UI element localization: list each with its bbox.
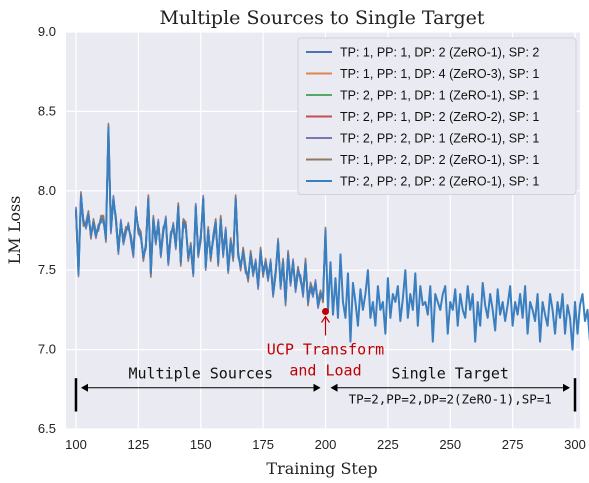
y-axis-label: LM Loss [5, 196, 24, 265]
left-span-arrowhead-left [80, 383, 88, 392]
legend-entry-1: TP: 1, PP: 1, DP: 2 (ZeRO-1), SP: 2 [340, 46, 539, 60]
x-tick-label: 100 [65, 437, 87, 452]
x-tick-label: 300 [564, 437, 586, 452]
legend-entry-5: TP: 2, PP: 2, DP: 1 (ZeRO-1), SP: 1 [340, 132, 539, 146]
series-layer [74, 122, 589, 351]
transform-marker-arrowhead [320, 315, 330, 323]
x-axis-label: Training Step [266, 459, 377, 478]
x-tick-label: 125 [128, 437, 150, 452]
right-span-arrowhead-left [330, 383, 338, 392]
x-tick-label: 175 [252, 437, 274, 452]
x-tick-label: 275 [502, 437, 524, 452]
y-tick-label: 8.0 [38, 183, 56, 198]
chart-title: Multiple Sources to Single Target [159, 7, 484, 29]
y-tick-label: 7.5 [38, 262, 56, 277]
transform-marker-label: UCP Transform [267, 340, 384, 358]
x-tick-label: 200 [315, 437, 337, 452]
legend-entry-6: TP: 1, PP: 2, DP: 2 (ZeRO-1), SP: 1 [340, 153, 539, 167]
transform-marker-dot [321, 307, 329, 315]
legend-entry-2: TP: 1, PP: 1, DP: 4 (ZeRO-3), SP: 1 [340, 67, 539, 81]
right-span-arrowhead-right [563, 383, 571, 392]
right-span-sublabel: TP=2,PP=2,DP=2(ZeRO-1),SP=1 [349, 392, 552, 407]
right-span-label: Single Target [392, 365, 509, 383]
legend-box [297, 37, 577, 195]
legend-entry-3: TP: 2, PP: 1, DP: 1 (ZeRO-1), SP: 1 [340, 89, 539, 103]
legend: TP: 1, PP: 1, DP: 2 (ZeRO-1), SP: 2 TP: 1… [297, 37, 577, 195]
legend-entry-4: TP: 2, PP: 1, DP: 2 (ZeRO-2), SP: 1 [340, 110, 539, 124]
x-tick-label: 150 [190, 437, 212, 452]
x-tick-label: 225 [377, 437, 399, 452]
legend-entry-7: TP: 2, PP: 2, DP: 2 (ZeRO-1), SP: 1 [340, 175, 539, 189]
series-line-7 [74, 126, 589, 351]
y-tick-label: 6.5 [38, 421, 56, 436]
axis-ticks: 100 125 150 175 200 225 250 275 300 6.5 7.0 7.5 8.0 8… [38, 24, 586, 452]
annotations: UCP Transform and Load Multiple Sources Sin… [74, 307, 577, 412]
y-tick-label: 7.0 [38, 342, 56, 357]
left-span-label: Multiple Sources [128, 365, 273, 383]
x-tick-label: 250 [439, 437, 461, 452]
y-tick-label: 9.0 [38, 24, 56, 39]
y-tick-label: 8.5 [38, 103, 56, 118]
transform-marker-label: and Load [289, 361, 361, 379]
left-span-arrowhead-right [313, 383, 321, 392]
